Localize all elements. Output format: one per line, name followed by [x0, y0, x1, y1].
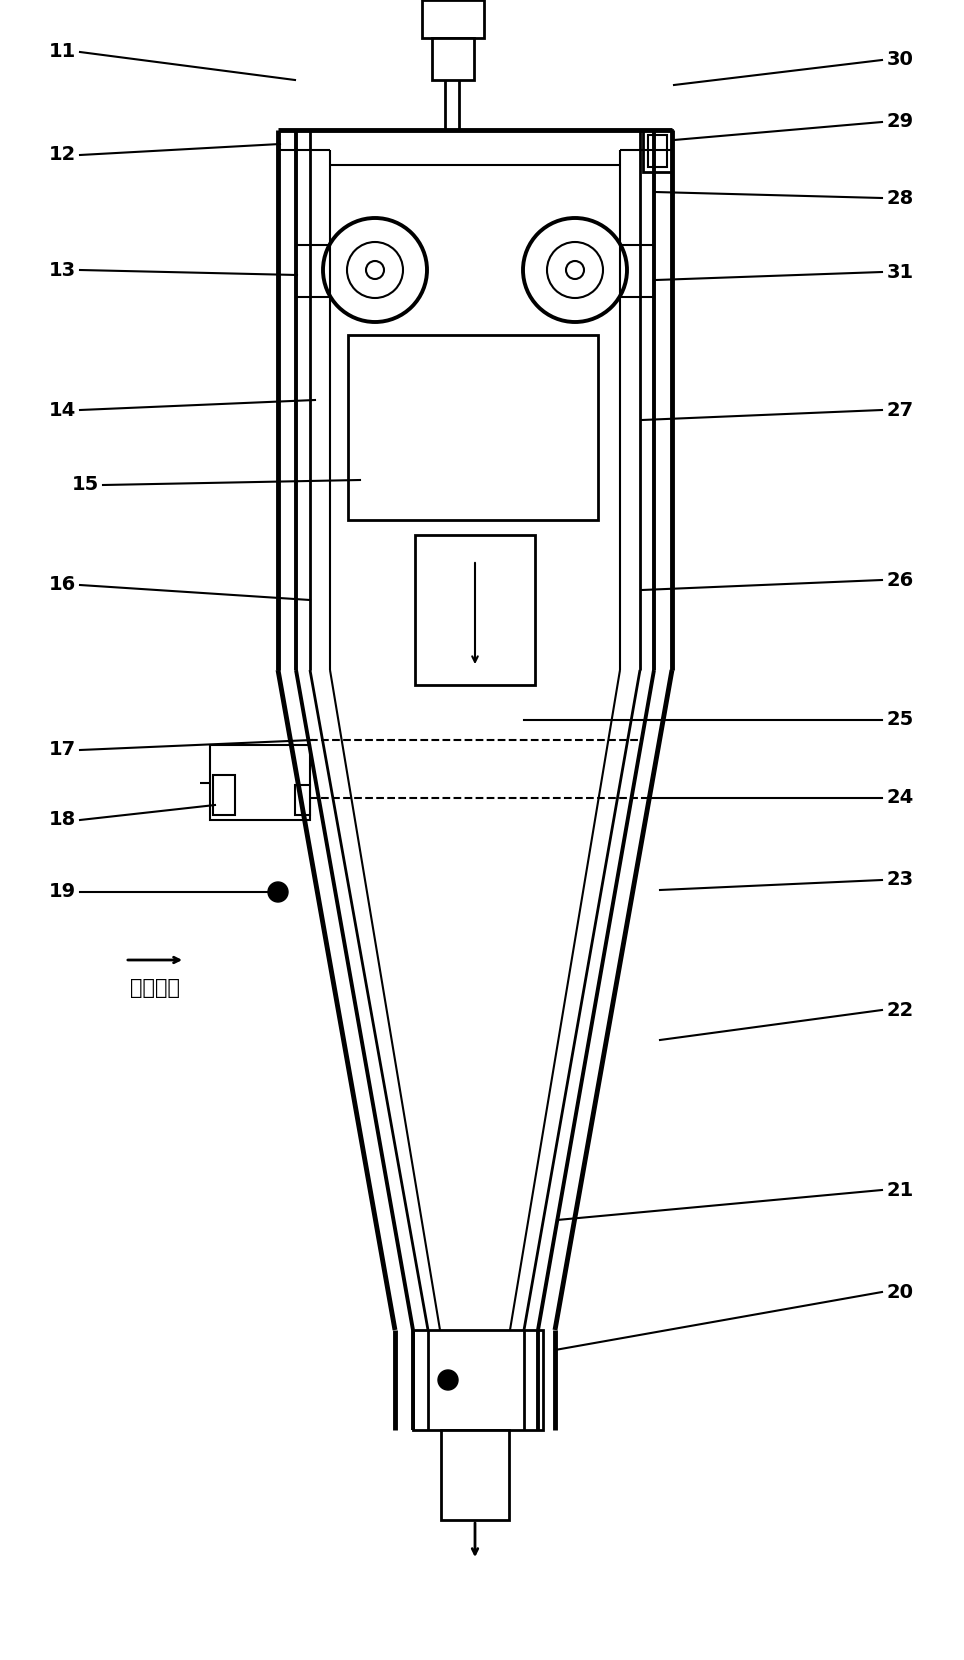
Bar [432, 38, 474, 80]
Bar [422, 0, 484, 38]
Text: 水流方向: 水流方向 [130, 978, 180, 998]
Text: 30: 30 [887, 50, 914, 70]
Bar [415, 535, 535, 686]
Bar [441, 1429, 509, 1521]
Circle shape [268, 881, 288, 901]
Text: 11: 11 [48, 43, 75, 61]
Text: 16: 16 [48, 576, 75, 594]
Text: 19: 19 [48, 883, 75, 901]
Text: 25: 25 [886, 710, 914, 729]
Text: 23: 23 [887, 870, 914, 890]
Bar [295, 785, 310, 815]
Text: 21: 21 [886, 1180, 914, 1200]
Text: 17: 17 [48, 740, 75, 760]
Text: 29: 29 [887, 113, 914, 131]
Bar [643, 129, 672, 173]
Text: 14: 14 [48, 400, 75, 420]
Text: 26: 26 [886, 571, 914, 589]
Circle shape [523, 217, 627, 322]
Text: 18: 18 [48, 810, 75, 830]
Text: 20: 20 [887, 1283, 914, 1301]
Circle shape [347, 242, 403, 299]
Text: 27: 27 [887, 400, 914, 420]
Bar [296, 246, 331, 297]
Bar [648, 134, 667, 168]
Circle shape [566, 261, 584, 279]
Text: 22: 22 [886, 1001, 914, 1019]
Circle shape [366, 261, 384, 279]
Text: 13: 13 [48, 261, 75, 279]
Text: 31: 31 [887, 262, 914, 282]
Circle shape [323, 217, 427, 322]
Circle shape [438, 1370, 458, 1389]
Text: 12: 12 [48, 146, 75, 164]
Circle shape [547, 242, 603, 299]
Bar [619, 246, 654, 297]
Bar [413, 1330, 543, 1429]
Text: 28: 28 [886, 189, 914, 208]
Bar [213, 775, 235, 815]
Text: 15: 15 [71, 475, 98, 495]
Text: 24: 24 [886, 788, 914, 807]
Bar [210, 745, 310, 820]
Bar [348, 335, 598, 520]
